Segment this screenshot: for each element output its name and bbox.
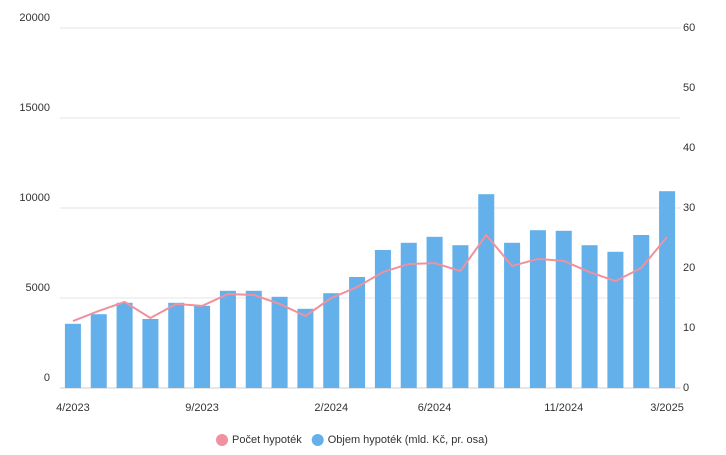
bar (374, 250, 391, 388)
legend-label: Počet hypoték (232, 434, 302, 446)
bar (116, 302, 133, 388)
x-tick-label: 2/2024 (314, 402, 348, 414)
bar (323, 293, 340, 388)
bar (245, 290, 262, 388)
bar (555, 230, 572, 388)
bar (349, 277, 366, 388)
y-tick-label: 15000 (19, 102, 50, 114)
bar (194, 305, 211, 388)
bar (297, 308, 314, 388)
y-tick-label: 5000 (26, 282, 50, 294)
bar (504, 242, 521, 388)
y2-tick-label: 60 (683, 22, 695, 34)
bar (581, 245, 598, 388)
bar (607, 251, 624, 388)
bar (633, 235, 650, 388)
y2-tick-label: 20 (683, 262, 695, 274)
bar (64, 323, 81, 388)
bar (90, 314, 107, 388)
x-tick-label: 9/2023 (185, 402, 219, 414)
y2-tick-label: 10 (683, 322, 695, 334)
legend-marker (311, 434, 324, 446)
bar (400, 242, 417, 388)
legend-label: Objem hypoték (mld. Kč, pr. osa) (328, 434, 488, 446)
y2-tick-label: 30 (683, 202, 695, 214)
bar (168, 302, 185, 388)
bar (271, 296, 288, 388)
x-tick-label: 6/2024 (418, 402, 452, 414)
x-tick-label: 3/2025 (650, 402, 684, 414)
x-tick-label: 11/2024 (544, 402, 583, 414)
legend-marker (216, 434, 228, 446)
y2-tick-label: 40 (683, 142, 695, 154)
bar (142, 319, 159, 388)
bar (426, 236, 443, 388)
y-tick-label: 0 (44, 372, 50, 384)
bar (659, 191, 676, 388)
bar (529, 230, 546, 388)
bar (219, 290, 236, 388)
bar (478, 194, 495, 388)
line (72, 234, 668, 322)
bar (452, 245, 469, 388)
legend: Počet hypoték Objem hypoték (mld. Kč, pr.… (216, 434, 488, 446)
x-tick-label: 4/2023 (56, 402, 90, 414)
y2-tick-label: 50 (683, 82, 695, 94)
y2-tick-label: 0 (683, 382, 689, 394)
y-tick-label: 20000 (19, 12, 50, 24)
y-tick-label: 10000 (19, 192, 50, 204)
